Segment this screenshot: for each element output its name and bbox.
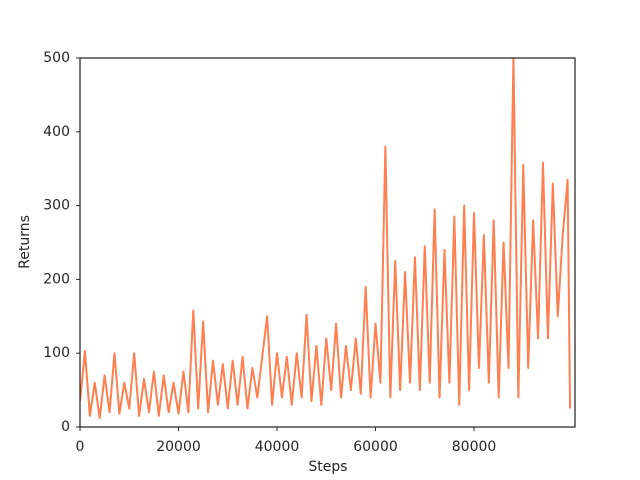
x-tick-label: 20000 — [156, 439, 201, 455]
x-tick-label: 60000 — [353, 439, 398, 455]
x-tick-label: 0 — [76, 439, 85, 455]
y-tick-label: 300 — [43, 198, 70, 214]
x-axis-label: Steps — [308, 459, 347, 475]
y-tick-label: 400 — [43, 124, 70, 140]
y-tick-label: 200 — [43, 271, 70, 287]
data-line — [80, 58, 572, 420]
y-tick-label: 500 — [43, 50, 70, 66]
x-tick-label: 40000 — [255, 439, 300, 455]
plot-frame — [79, 57, 576, 428]
x-tick-label: 80000 — [452, 439, 497, 455]
y-tick-label: 0 — [61, 419, 70, 435]
y-tick-label: 100 — [43, 345, 70, 361]
y-axis-label: Returns — [17, 215, 33, 269]
